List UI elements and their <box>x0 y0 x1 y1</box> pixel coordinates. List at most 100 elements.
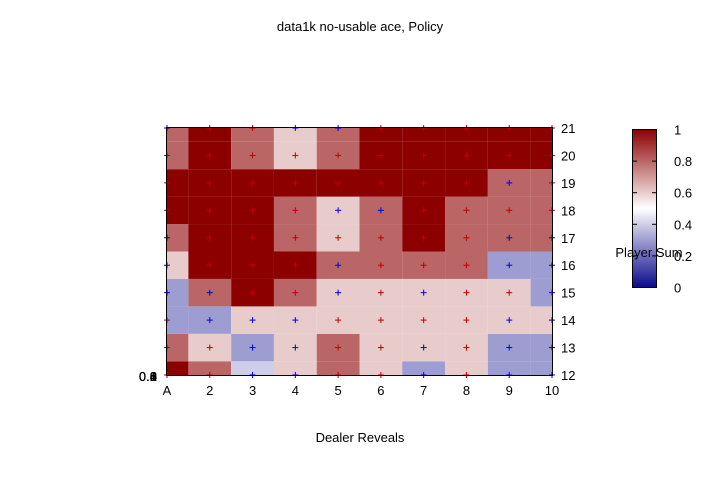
left-axis-ticks: 00.20.40.60.81 <box>139 369 157 384</box>
colorbar-tick-label: 0 <box>674 281 681 296</box>
colorbar-label: Player Sum <box>615 245 682 260</box>
heatmap-cell <box>487 361 531 375</box>
policy-point <box>420 152 427 159</box>
x-tick-label: 10 <box>545 383 559 398</box>
x-tick-label: 7 <box>420 383 427 398</box>
policy-point <box>206 289 213 296</box>
policy-point <box>206 152 213 159</box>
policy-point <box>420 234 427 241</box>
policy-point <box>249 179 256 186</box>
heatmap-cell <box>530 278 552 307</box>
policy-point <box>506 207 513 214</box>
policy-point <box>463 179 470 186</box>
heatmap-cell <box>530 306 552 334</box>
y-tick-label: 15 <box>561 286 575 301</box>
policy-point <box>206 179 213 186</box>
policy-point <box>463 289 470 296</box>
colorbar-ticks: 0 0.2 0.4 0.6 0.8 1 <box>632 123 692 296</box>
policy-point <box>292 179 299 186</box>
policy-point <box>377 179 384 186</box>
x-tick-label: 9 <box>506 383 513 398</box>
colorbar-tick-label: 0.2 <box>674 249 692 264</box>
y-axis-ticks: 12 13 14 15 16 17 18 19 20 21 <box>561 121 575 383</box>
x-tick-label: 6 <box>377 383 384 398</box>
left-axis-tick-label: 0 <box>150 369 157 384</box>
policy-point <box>249 152 256 159</box>
policy-point <box>206 344 213 351</box>
policy-point <box>420 344 427 351</box>
heatmap-cell <box>167 251 189 279</box>
policy-point <box>506 234 513 241</box>
policy-point <box>463 262 470 269</box>
heatmap-cell <box>530 333 552 362</box>
policy-point <box>292 344 299 351</box>
heatmap-cell <box>530 169 552 197</box>
policy-point <box>206 234 213 241</box>
policy-point <box>292 152 299 159</box>
policy-point <box>292 289 299 296</box>
policy-point <box>249 289 256 296</box>
policy-point <box>292 234 299 241</box>
policy-point <box>335 317 342 324</box>
heatmap-cell <box>167 306 189 334</box>
y-tick-label: 21 <box>561 121 575 136</box>
x-tick-label: 2 <box>206 383 213 398</box>
left-axis-tick-label: 0.6 <box>139 369 157 384</box>
x-tick-label: 3 <box>249 383 256 398</box>
policy-point <box>335 289 342 296</box>
policy-point <box>506 152 513 159</box>
heatmap-cell <box>445 128 488 142</box>
heatmap-cell <box>359 128 403 142</box>
left-axis-tick-label: 0.4 <box>139 369 157 384</box>
policy-point <box>206 262 213 269</box>
heatmap-cell <box>487 128 531 142</box>
policy-point <box>420 179 427 186</box>
heatmap-cell <box>359 361 403 375</box>
policy-point <box>463 234 470 241</box>
policy-point <box>335 207 342 214</box>
heatmap-cell <box>530 196 552 225</box>
left-axis-tick-label: 0.8 <box>139 369 157 384</box>
x-tick-label: A <box>163 383 172 398</box>
y-tick-label: 18 <box>561 203 575 218</box>
heatmap-cell <box>530 251 552 279</box>
y-tick-label: 13 <box>561 341 575 356</box>
policy-point <box>506 289 513 296</box>
x-tick-label: 8 <box>463 383 470 398</box>
y-tick-label: 14 <box>561 313 575 328</box>
heatmap-cell <box>530 141 552 170</box>
x-axis-ticks: A 2 3 4 5 6 7 8 9 10 <box>163 383 560 398</box>
colorbar-tick-label: 0.8 <box>674 154 692 169</box>
policy-point <box>249 234 256 241</box>
x-tick-label: 4 <box>292 383 299 398</box>
policy-point <box>335 179 342 186</box>
heatmap-cell <box>167 169 189 197</box>
y-tick-label: 19 <box>561 176 575 191</box>
y-tick-label: 12 <box>561 368 575 383</box>
heatmap-cell <box>530 361 552 375</box>
policy-point <box>377 152 384 159</box>
heatmap-cell <box>445 361 488 375</box>
colorbar <box>632 129 657 288</box>
policy-point <box>377 344 384 351</box>
heatmap-cell <box>167 141 189 170</box>
policy-point <box>335 344 342 351</box>
x-axis-label: Dealer Reveals <box>316 430 405 445</box>
heatmap-cell <box>402 361 446 375</box>
heatmap-cell <box>530 128 552 142</box>
heatmap-cell <box>231 361 274 375</box>
x-tick-label: 5 <box>334 383 341 398</box>
policy-point <box>249 317 256 324</box>
policy-point <box>249 262 256 269</box>
colorbar-tick-label: 0.6 <box>674 186 692 201</box>
policy-point <box>420 207 427 214</box>
policy-point <box>463 207 470 214</box>
policy-point <box>292 262 299 269</box>
heatmap-cell <box>167 361 189 375</box>
policy-point <box>506 179 513 186</box>
policy-point <box>249 207 256 214</box>
heatmap-cell <box>530 224 552 252</box>
policy-point <box>377 289 384 296</box>
policy-point <box>420 317 427 324</box>
policy-point <box>420 289 427 296</box>
